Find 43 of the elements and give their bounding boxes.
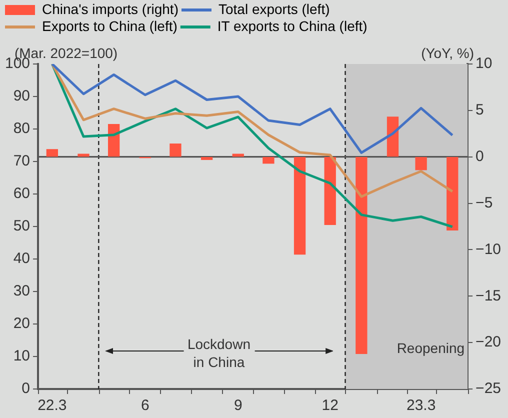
y-tick-label: 0 xyxy=(22,380,30,398)
x-tick-label: 9 xyxy=(234,397,242,414)
legend-label: Total exports (left) xyxy=(218,0,330,17)
legend-label: IT exports to China (left) xyxy=(217,18,368,34)
legend-label: Exports to China (left) xyxy=(42,18,178,34)
bar xyxy=(232,154,244,157)
y-tick-label: 50 xyxy=(13,218,30,235)
bar xyxy=(294,157,306,255)
bar xyxy=(170,144,182,157)
bar xyxy=(200,157,213,160)
y2-tick-label: 5 xyxy=(476,102,484,119)
y-tick-label: 70 xyxy=(13,152,30,170)
y-tick-label: 30 xyxy=(13,282,30,300)
y2-tick-label: −10 xyxy=(476,240,502,258)
x-tick-label: 6 xyxy=(140,397,150,414)
y2-tick-label: −5 xyxy=(476,194,493,212)
bar xyxy=(415,157,427,170)
bar xyxy=(446,157,458,231)
bar xyxy=(262,157,274,164)
x-tick-label: 23.3 xyxy=(406,397,436,414)
y2-axis-title: (YoY, %) xyxy=(421,44,474,61)
y-tick-label: 80 xyxy=(13,120,30,138)
y2-tick-label: −25 xyxy=(476,380,502,398)
y-tick-label: 60 xyxy=(13,185,30,202)
bar xyxy=(46,149,58,157)
y2-tick-label: −20 xyxy=(476,334,502,351)
y-tick-label: 40 xyxy=(13,250,30,268)
bar xyxy=(356,157,368,354)
y2-tick-label: 10 xyxy=(476,55,492,72)
y2-tick-label: −15 xyxy=(476,287,502,304)
x-tick-label: 12 xyxy=(322,397,338,414)
bar xyxy=(108,124,120,157)
bar xyxy=(386,116,399,157)
y-tick-label: 20 xyxy=(13,315,30,332)
x-tick-label: 22.3 xyxy=(38,397,67,414)
bar xyxy=(78,154,90,157)
y-tick-label: 10 xyxy=(13,348,30,365)
annotation: Lockdown in China xyxy=(187,336,250,370)
band-label: Reopening xyxy=(396,340,465,356)
y2-tick-label: 0 xyxy=(476,148,484,165)
legend-label: China's imports (right) xyxy=(42,0,178,17)
bar xyxy=(324,157,336,225)
y-tick-label: 90 xyxy=(13,88,30,105)
